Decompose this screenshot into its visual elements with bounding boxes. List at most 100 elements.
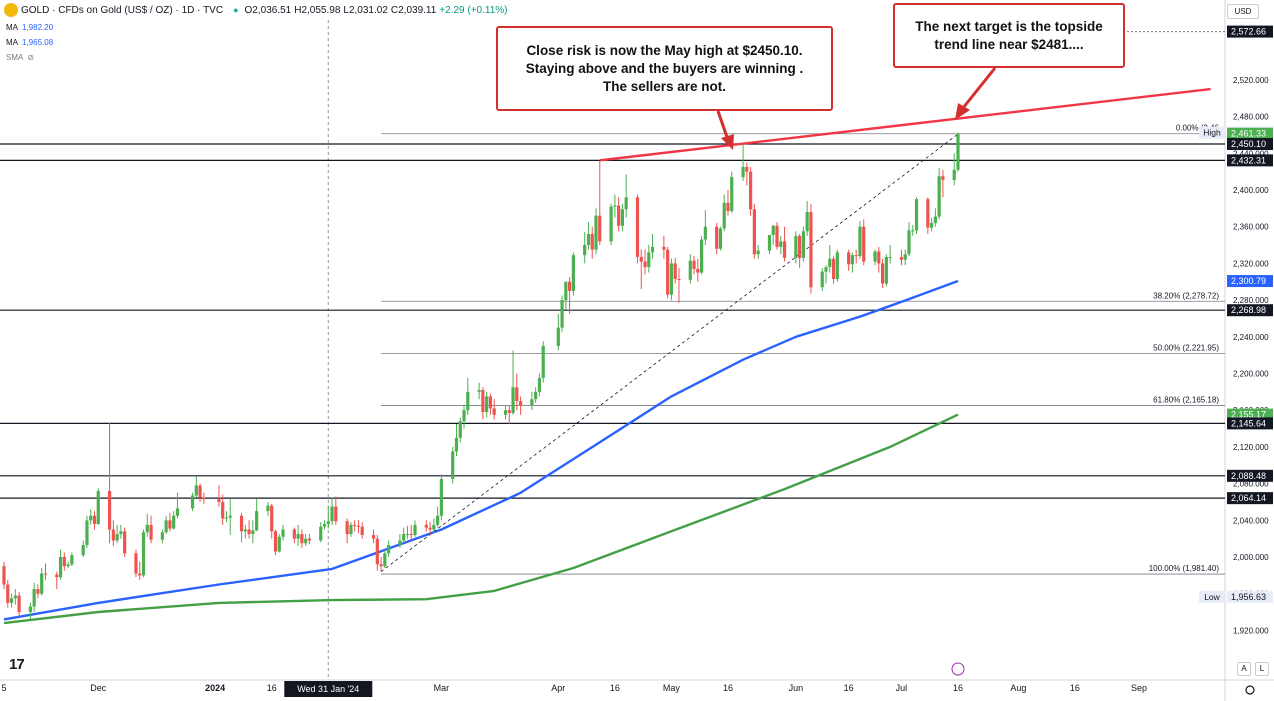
fib-level-label: 61.80% (2,165.18) (1153, 395, 1219, 404)
candle-body (141, 532, 146, 576)
candle (371, 529, 376, 544)
price-label-text: 2,088.48 (1231, 471, 1266, 481)
candle-body (726, 202, 730, 212)
y-tick-label: 2,080.000 (1233, 480, 1269, 489)
candle-body (926, 199, 930, 228)
candle (485, 391, 489, 418)
indicator-legend-sma[interactable]: SMA ⊘ (6, 53, 35, 62)
candle (402, 527, 406, 544)
candle-body (55, 574, 59, 578)
indicator-legend-ma-1[interactable]: MA 1,982.20 (6, 23, 54, 32)
candle (617, 197, 621, 232)
x-tick-label: Sep (1131, 683, 1147, 693)
candle-body (485, 396, 489, 413)
candle-body (160, 532, 164, 540)
candle-body (703, 226, 707, 240)
candle (933, 208, 937, 227)
x-tick-label: Jul (896, 683, 908, 693)
candle-body (613, 205, 617, 207)
candle-body (930, 223, 934, 228)
candle (17, 591, 21, 617)
candle (571, 252, 575, 296)
candle-body (805, 212, 809, 232)
candle (835, 249, 839, 282)
candle (590, 226, 594, 259)
candle-body (96, 490, 100, 524)
candle-body (635, 197, 640, 257)
candle (624, 174, 628, 218)
candle (930, 217, 934, 232)
candle-body (307, 538, 312, 541)
candle-body (66, 564, 70, 567)
candle-body (9, 598, 14, 603)
price-label-text: 2,155.17 (1231, 410, 1266, 420)
candle-body (439, 479, 444, 516)
candle-body (492, 408, 496, 415)
candle (319, 522, 323, 543)
eye-hidden-icon[interactable]: ⊘ (27, 53, 35, 62)
candle (492, 399, 496, 420)
candle (251, 520, 255, 544)
price-label-box (1227, 492, 1273, 505)
candle-body (409, 534, 413, 536)
candle-body (111, 529, 115, 541)
price-tag-text: Low (1204, 592, 1220, 602)
callout-may-high: Close risk is now the May high at $2450.… (496, 26, 833, 111)
symbol-header[interactable]: GOLD · CFDs on Gold (US$ / OZ) · 1D · TV… (0, 0, 511, 20)
price-label-box (1227, 275, 1273, 288)
candle (541, 341, 545, 383)
y-tick-label: 2,120.000 (1233, 443, 1269, 452)
auto-scale-button[interactable]: A (1237, 662, 1251, 676)
market-status-icon[interactable]: ● (233, 5, 239, 15)
candle-body (304, 538, 308, 544)
trendline-2 (380, 133, 959, 572)
candle-body (673, 263, 677, 279)
candle-body (858, 226, 862, 257)
candle (647, 245, 651, 273)
candle (669, 258, 674, 301)
candle (107, 423, 112, 544)
candle (873, 249, 877, 266)
candle (688, 254, 692, 284)
candle-body (292, 529, 296, 539)
ohlc-close: C2,039.11 (390, 4, 437, 16)
candle-body (847, 252, 851, 265)
candle-body (202, 497, 206, 500)
candle-body (854, 255, 858, 257)
price-label-box (1227, 417, 1273, 430)
candle (564, 281, 568, 310)
settings-icon[interactable] (1245, 685, 1255, 695)
candle-body (89, 515, 93, 521)
currency-button[interactable]: USD (1227, 4, 1259, 19)
candle (387, 540, 391, 557)
log-scale-button[interactable]: L (1255, 662, 1269, 676)
candle-body (828, 258, 832, 268)
candle-body (119, 531, 123, 535)
indicator-legend-ma-2[interactable]: MA 1,965.08 (6, 38, 54, 47)
candle-body (650, 246, 655, 253)
candle-body (880, 263, 885, 284)
candle-body (387, 545, 391, 554)
candle-body (647, 252, 651, 268)
candle (123, 527, 127, 557)
candle (692, 256, 696, 275)
events-icon[interactable] (951, 662, 965, 676)
y-tick-label: 2,360.000 (1233, 223, 1269, 232)
candle (292, 527, 296, 544)
x-tick-label: 16 (844, 683, 854, 693)
candle-body (617, 205, 621, 226)
candle (937, 167, 941, 220)
candle-body (518, 401, 523, 406)
candle-body (956, 133, 960, 170)
candle (828, 245, 832, 273)
candle-body (907, 230, 911, 255)
candle-body (873, 251, 877, 262)
candle (9, 593, 14, 608)
candle-body (356, 525, 361, 527)
y-tick-label: 2,520.000 (1233, 76, 1269, 85)
candle-body (798, 235, 802, 258)
tradingview-logo-icon[interactable]: 17 (9, 656, 25, 673)
candle-body (586, 234, 591, 246)
candle (798, 234, 802, 268)
